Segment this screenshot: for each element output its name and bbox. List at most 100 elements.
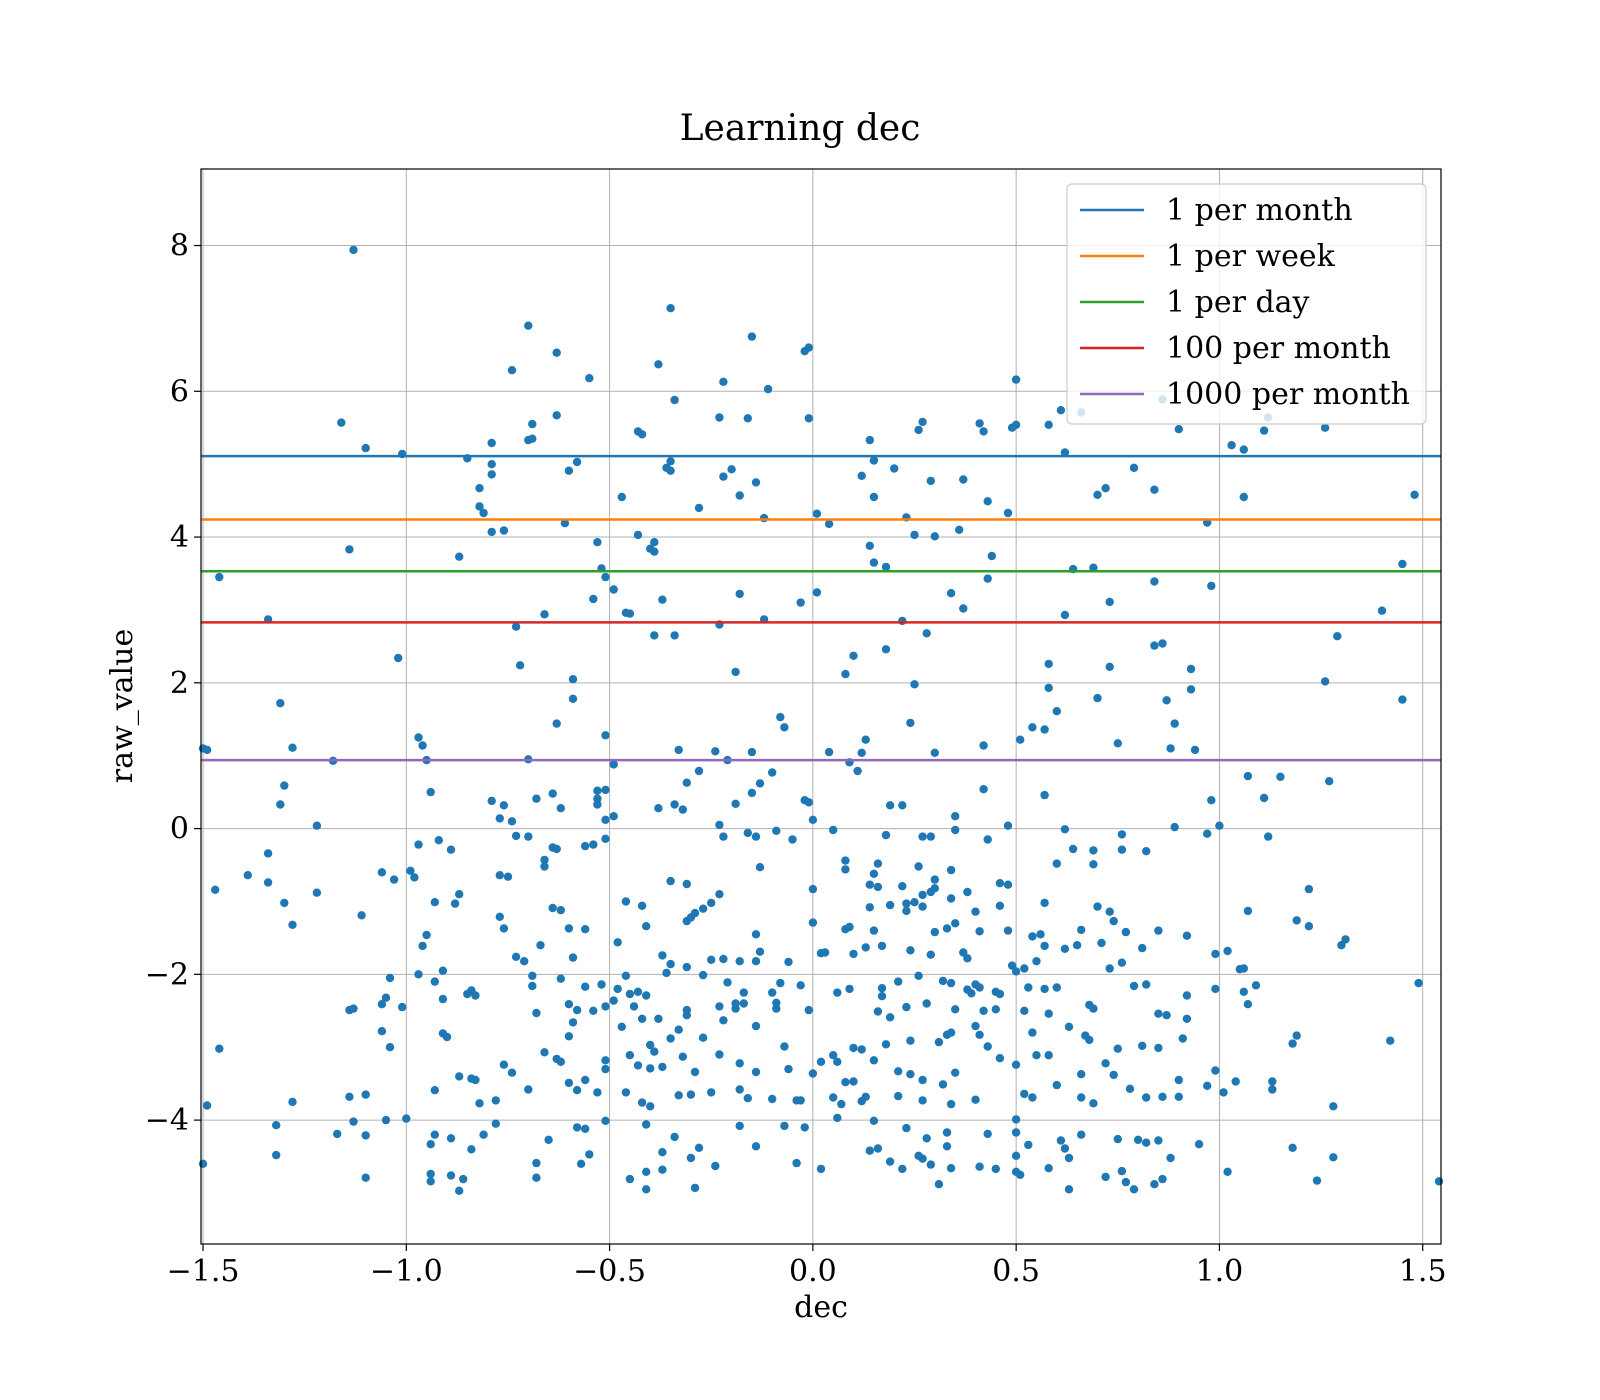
data-point — [658, 1165, 667, 1174]
data-point — [613, 984, 622, 994]
data-point — [946, 1028, 956, 1037]
data-point — [885, 1157, 895, 1166]
data-point — [1105, 964, 1114, 973]
data-point — [532, 1158, 541, 1168]
data-point — [833, 988, 842, 997]
data-point — [910, 680, 919, 689]
data-point — [942, 1142, 952, 1151]
data-point — [1028, 723, 1037, 732]
data-point — [1036, 930, 1045, 939]
x-axis-label: dec — [794, 1290, 848, 1325]
y-axis-label: raw_value — [105, 629, 140, 783]
data-point — [601, 834, 610, 843]
data-point — [637, 901, 647, 910]
data-point — [784, 957, 793, 967]
data-point — [918, 1075, 927, 1085]
data-point — [633, 530, 643, 540]
data-point — [849, 1043, 858, 1053]
data-point — [654, 804, 663, 813]
data-point — [1028, 1093, 1037, 1102]
data-point — [967, 989, 976, 998]
data-point — [263, 849, 273, 858]
data-point — [735, 589, 744, 599]
data-point — [1150, 577, 1159, 586]
data-point — [873, 1007, 883, 1016]
data-point — [528, 971, 537, 980]
data-point — [1292, 916, 1301, 925]
data-point — [914, 425, 923, 435]
data-point — [1093, 902, 1102, 911]
data-point — [414, 840, 423, 849]
data-point — [885, 1013, 895, 1022]
data-point — [572, 457, 582, 467]
data-point — [772, 998, 781, 1007]
data-point — [1259, 426, 1269, 435]
data-point — [1142, 980, 1151, 989]
data-point — [739, 999, 748, 1008]
data-point — [1032, 1051, 1041, 1060]
data-point — [345, 1092, 354, 1102]
data-point — [1044, 683, 1053, 693]
data-point — [938, 1080, 948, 1089]
data-point — [906, 718, 915, 728]
data-point — [719, 472, 728, 481]
data-point — [609, 760, 618, 769]
data-point — [430, 1086, 439, 1095]
data-point — [418, 941, 427, 951]
data-point — [1414, 978, 1423, 988]
data-point — [276, 699, 285, 708]
data-point — [849, 651, 858, 660]
data-point — [389, 875, 399, 884]
data-point — [751, 478, 761, 487]
data-point — [971, 1021, 980, 1031]
data-point — [589, 1006, 598, 1015]
data-point — [963, 887, 972, 897]
data-point — [1077, 925, 1086, 935]
data-point — [650, 631, 659, 640]
data-point — [991, 1164, 1000, 1174]
data-point — [707, 898, 716, 908]
data-point — [450, 899, 460, 908]
data-point — [983, 1042, 992, 1051]
data-point — [1259, 793, 1269, 803]
data-point — [1044, 659, 1053, 669]
data-point — [812, 509, 822, 518]
data-point — [198, 1159, 208, 1169]
data-point — [674, 1091, 683, 1100]
data-point — [841, 865, 850, 874]
data-point — [1162, 1011, 1171, 1020]
data-point — [1056, 1136, 1066, 1145]
data-point — [487, 438, 496, 448]
data-point — [1109, 916, 1118, 926]
data-point — [1040, 941, 1049, 951]
data-point — [568, 675, 578, 684]
data-point — [1154, 1043, 1163, 1053]
data-point — [804, 1005, 813, 1015]
data-point — [495, 871, 504, 880]
x-tick-label: −1.0 — [370, 1254, 443, 1289]
data-point — [1154, 1136, 1163, 1145]
data-point — [1060, 610, 1070, 620]
data-point — [1158, 1174, 1167, 1184]
data-point — [1089, 860, 1098, 869]
data-point — [698, 970, 708, 980]
data-point — [198, 744, 208, 753]
data-point — [853, 766, 862, 776]
data-point — [946, 865, 956, 875]
data-point — [572, 1086, 582, 1095]
data-point — [430, 898, 439, 907]
data-point — [1268, 1085, 1277, 1094]
data-point — [459, 1174, 468, 1184]
data-point — [642, 1120, 651, 1129]
data-point — [552, 348, 561, 357]
data-point — [446, 1134, 456, 1143]
data-point — [792, 1158, 801, 1168]
data-point — [694, 766, 704, 776]
data-point — [491, 1096, 500, 1105]
data-point — [1060, 1144, 1070, 1153]
data-point — [824, 519, 834, 529]
data-point — [747, 332, 757, 341]
data-point — [780, 1121, 789, 1131]
data-point — [463, 989, 472, 999]
